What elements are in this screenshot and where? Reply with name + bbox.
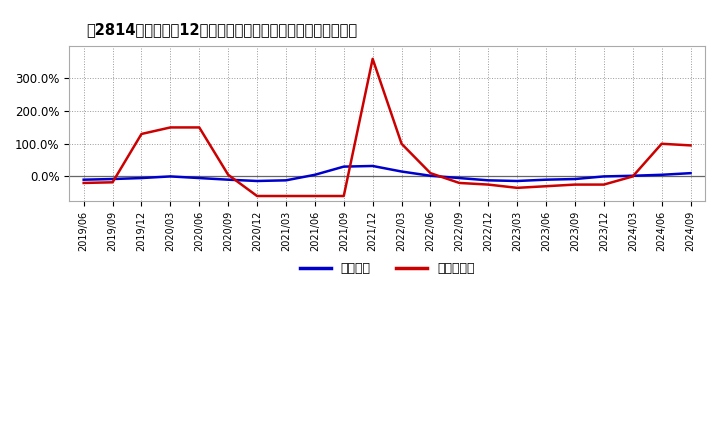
Legend: 経常利益, 当期組利益: 経常利益, 当期組利益 — [294, 257, 480, 280]
Text: ［2814］　利益だ12か月移動合計の対前年同期増減率の推移: ［2814］ 利益だ12か月移動合計の対前年同期増減率の推移 — [86, 22, 358, 37]
